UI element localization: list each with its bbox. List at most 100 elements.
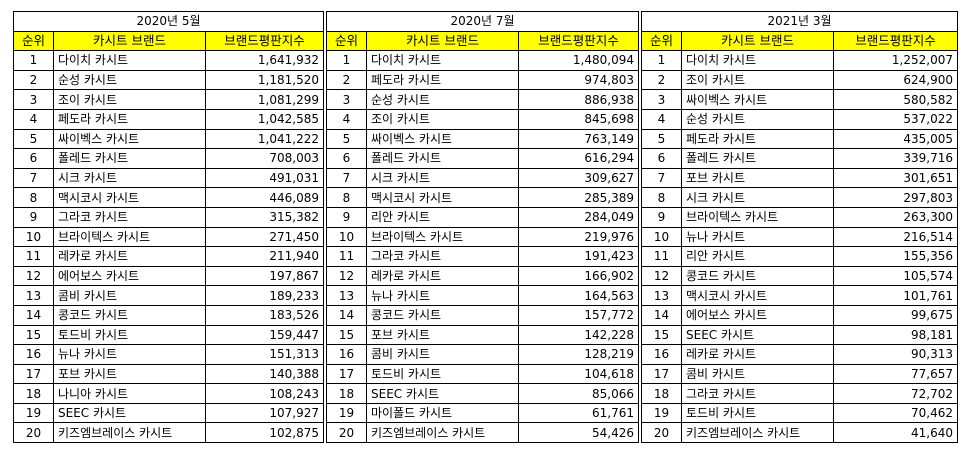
table-row: 5 페도라 카시트 435,005 — [641, 128, 958, 150]
rank-cell: 17 — [13, 363, 54, 385]
rank-cell: 19 — [13, 402, 54, 424]
brand-header: 카시트 브랜드 — [53, 30, 206, 52]
period-title: 2020년 7월 — [326, 11, 639, 32]
score-cell: 491,031 — [205, 167, 324, 189]
score-cell: 845,698 — [518, 108, 639, 130]
brand-cell: 포브 카시트 — [53, 363, 206, 385]
score-cell: 101,761 — [833, 285, 958, 306]
score-cell: 197,867 — [205, 265, 324, 287]
table-row: 11 레카로 카시트 211,940 — [13, 246, 324, 267]
rank-cell: 15 — [13, 324, 54, 346]
score-cell: 309,627 — [518, 167, 639, 189]
brand-cell: SEEC 카시트 — [366, 383, 519, 404]
brand-cell: 싸이벡스 카시트 — [53, 128, 206, 150]
table-row: 18 나니아 카시트 108,243 — [13, 383, 324, 404]
brand-cell: 브라이텍스 카시트 — [681, 206, 834, 228]
table-row: 13 뉴나 카시트 164,563 — [326, 285, 639, 306]
brand-cell: 콤비 카시트 — [681, 363, 834, 385]
brand-cell: 그라코 카시트 — [53, 206, 206, 228]
score-cell: 166,902 — [518, 265, 639, 287]
brand-cell: 폴레드 카시트 — [681, 148, 834, 169]
rank-cell: 13 — [326, 285, 367, 306]
brand-cell: 그라코 카시트 — [681, 383, 834, 404]
table-row: 16 콤비 카시트 128,219 — [326, 344, 639, 365]
table-row: 9 브라이텍스 카시트 263,300 — [641, 206, 958, 228]
rank-cell: 1 — [13, 50, 54, 71]
score-cell: 102,875 — [205, 422, 324, 444]
rank-cell: 10 — [641, 226, 682, 248]
table-row: 16 뉴나 카시트 151,313 — [13, 344, 324, 365]
brand-cell: 맥시코시 카시트 — [366, 187, 519, 208]
rank-cell: 8 — [326, 187, 367, 208]
table-row: 9 리안 카시트 284,049 — [326, 206, 639, 228]
score-cell: 211,940 — [205, 246, 324, 267]
brand-cell: 콩코드 카시트 — [53, 304, 206, 326]
rank-cell: 18 — [326, 383, 367, 404]
table-row: 17 콤비 카시트 77,657 — [641, 363, 958, 385]
rank-cell: 5 — [641, 128, 682, 150]
score-cell: 105,574 — [833, 265, 958, 287]
brand-cell: 싸이벡스 카시트 — [366, 128, 519, 150]
brand-cell: 콤비 카시트 — [53, 285, 206, 306]
rank-cell: 14 — [13, 304, 54, 326]
table-row: 11 리안 카시트 155,356 — [641, 246, 958, 267]
brand-cell: 레카로 카시트 — [366, 265, 519, 287]
brand-cell: 페도라 카시트 — [53, 108, 206, 130]
score-cell: 108,243 — [205, 383, 324, 404]
table-row: 20 키즈엠브레이스 카시트 41,640 — [641, 422, 958, 444]
brand-cell: 리안 카시트 — [366, 206, 519, 228]
table-row: 4 페도라 카시트 1,042,585 — [13, 108, 324, 130]
table-row: 14 에어보스 카시트 99,675 — [641, 304, 958, 326]
score-cell: 41,640 — [833, 422, 958, 444]
brand-cell: 조이 카시트 — [53, 89, 206, 110]
brand-cell: 시크 카시트 — [366, 167, 519, 189]
score-cell: 104,618 — [518, 363, 639, 385]
rank-cell: 14 — [326, 304, 367, 326]
score-cell: 98,181 — [833, 324, 958, 346]
header-row: 순위 카시트 브랜드 브랜드평판지수 — [13, 30, 324, 52]
brand-cell: 토드비 카시트 — [53, 324, 206, 346]
rank-cell: 6 — [13, 148, 54, 169]
brand-cell: 순성 카시트 — [53, 69, 206, 91]
rank-cell: 16 — [326, 344, 367, 365]
table-row: 7 시크 카시트 309,627 — [326, 167, 639, 189]
table-row: 10 뉴나 카시트 216,514 — [641, 226, 958, 248]
score-cell: 183,526 — [205, 304, 324, 326]
brand-cell: 콤비 카시트 — [366, 344, 519, 365]
score-cell: 284,049 — [518, 206, 639, 228]
rank-cell: 16 — [13, 344, 54, 365]
brand-cell: 그라코 카시트 — [366, 246, 519, 267]
table-row: 18 SEEC 카시트 85,066 — [326, 383, 639, 404]
rank-cell: 9 — [641, 206, 682, 228]
score-cell: 191,423 — [518, 246, 639, 267]
table-row: 15 토드비 카시트 159,447 — [13, 324, 324, 346]
rank-cell: 17 — [326, 363, 367, 385]
score-cell: 107,927 — [205, 402, 324, 424]
score-cell: 580,582 — [833, 89, 958, 110]
table-row: 1 다이치 카시트 1,480,094 — [326, 50, 639, 71]
table-row: 4 순성 카시트 537,022 — [641, 108, 958, 130]
rank-cell: 20 — [13, 422, 54, 444]
brand-cell: 순성 카시트 — [366, 89, 519, 110]
rank-cell: 3 — [641, 89, 682, 110]
table-row: 12 콩코드 카시트 105,574 — [641, 265, 958, 287]
score-cell: 157,772 — [518, 304, 639, 326]
score-cell: 189,233 — [205, 285, 324, 306]
rank-cell: 12 — [326, 265, 367, 287]
rank-cell: 2 — [641, 69, 682, 91]
rank-cell: 17 — [641, 363, 682, 385]
score-cell: 763,149 — [518, 128, 639, 150]
rank-cell: 10 — [326, 226, 367, 248]
table-row: 5 싸이벡스 카시트 1,041,222 — [13, 128, 324, 150]
rank-cell: 1 — [326, 50, 367, 71]
score-cell: 537,022 — [833, 108, 958, 130]
rank-cell: 20 — [326, 422, 367, 444]
brand-cell: 뉴나 카시트 — [681, 226, 834, 248]
rank-cell: 11 — [13, 246, 54, 267]
brand-cell: 브라이텍스 카시트 — [53, 226, 206, 248]
score-cell: 90,313 — [833, 344, 958, 365]
score-cell: 1,181,520 — [205, 69, 324, 91]
rank-cell: 13 — [641, 285, 682, 306]
table-row: 15 SEEC 카시트 98,181 — [641, 324, 958, 346]
brand-cell: 싸이벡스 카시트 — [681, 89, 834, 110]
